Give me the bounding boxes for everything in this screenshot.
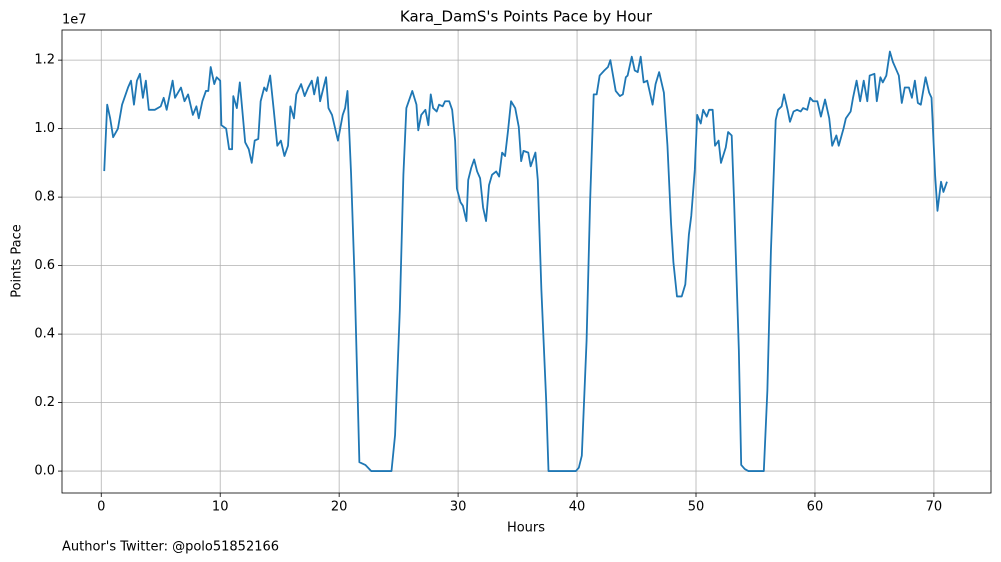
chart-title: Kara_DamS's Points Pace by Hour: [400, 8, 653, 27]
y-tick-label: 1.2: [34, 53, 55, 68]
x-tick-label: 40: [569, 500, 586, 515]
x-axis-label: Hours: [507, 521, 545, 536]
line-series: [103, 50, 948, 472]
footer: Author's Twitter: @polo51852166: [62, 540, 279, 555]
x-tick-label: 50: [688, 500, 705, 515]
x-tick-label: 0: [97, 500, 105, 515]
x-tick-label: 20: [331, 500, 348, 515]
x-tick-label: 10: [212, 500, 229, 515]
y-offset-label: 1e7: [62, 13, 87, 28]
y-tick-label: 0.8: [34, 190, 55, 205]
y-axis-label: Points Pace: [10, 224, 25, 298]
x-tick-label: 30: [450, 500, 467, 515]
y-tick-label: 1.0: [34, 121, 55, 136]
y-tick-label: 0.0: [34, 464, 55, 479]
x-tick-label: 60: [807, 500, 824, 515]
plot-frame: [61, 29, 992, 494]
x-tick-label: 70: [926, 500, 943, 515]
y-tick-label: 0.6: [34, 258, 55, 273]
y-tick-label: 0.2: [34, 395, 55, 410]
y-tick-label: 0.4: [34, 327, 55, 342]
